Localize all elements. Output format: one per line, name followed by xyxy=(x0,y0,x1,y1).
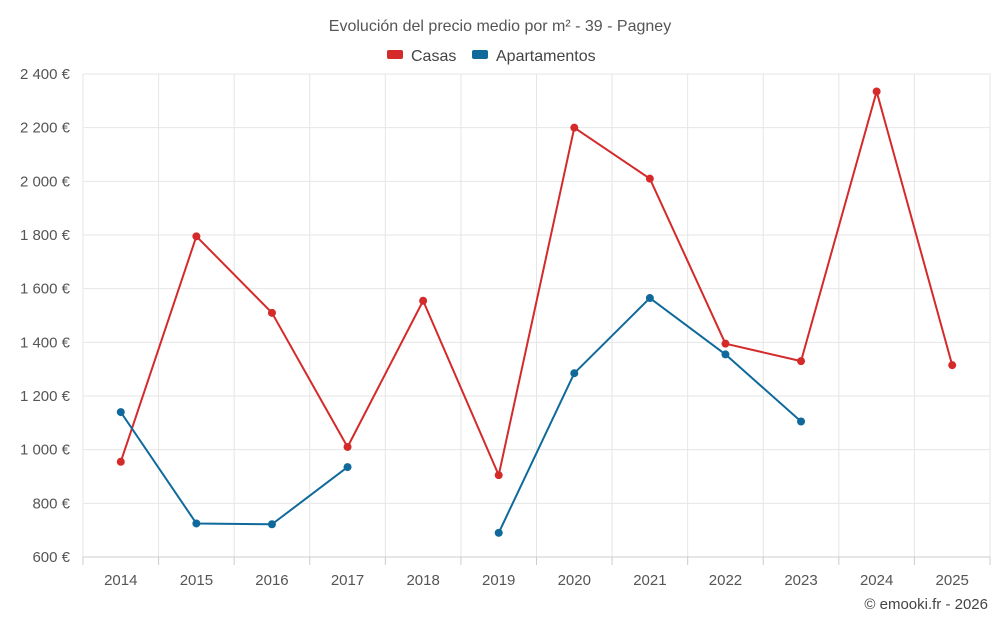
data-point-apartamentos[interactable] xyxy=(570,369,579,378)
y-tick-label: 1 000 € xyxy=(20,442,71,459)
series-apartamentos xyxy=(116,294,806,537)
chart-title: Evolución del precio medio por m² - 39 -… xyxy=(329,18,671,35)
legend-swatch-apartamentos xyxy=(472,50,488,59)
y-tick-label: 1 200 € xyxy=(20,388,71,405)
x-tick-label: 2025 xyxy=(936,572,969,589)
x-tick-label: 2022 xyxy=(709,572,742,589)
legend-label-casas: Casas xyxy=(411,48,456,65)
y-tick-label: 1 600 € xyxy=(20,281,71,298)
series-line-casas xyxy=(119,90,954,477)
series-casas xyxy=(116,87,957,480)
data-point-casas[interactable] xyxy=(192,232,201,241)
data-point-apartamentos[interactable] xyxy=(721,350,730,359)
data-point-casas[interactable] xyxy=(116,457,125,466)
x-tick-label: 2016 xyxy=(255,572,288,589)
data-point-casas[interactable] xyxy=(343,442,352,451)
legend-label-apartamentos: Apartamentos xyxy=(496,48,596,65)
x-tick-label: 2020 xyxy=(558,572,591,589)
data-point-apartamentos[interactable] xyxy=(116,408,125,417)
data-point-apartamentos[interactable] xyxy=(192,519,201,528)
data-point-apartamentos[interactable] xyxy=(343,463,352,472)
y-tick-label: 1 400 € xyxy=(20,334,71,351)
data-point-apartamentos[interactable] xyxy=(267,520,276,529)
y-tick-label: 800 € xyxy=(32,495,70,512)
data-point-casas[interactable] xyxy=(948,361,957,370)
series-line-apartamentos xyxy=(119,411,349,526)
data-point-casas[interactable] xyxy=(872,87,881,96)
data-point-casas[interactable] xyxy=(645,174,654,183)
data-point-apartamentos[interactable] xyxy=(797,417,806,426)
legend-swatch-casas xyxy=(387,50,403,59)
x-tick-label: 2018 xyxy=(406,572,439,589)
legend: Casas Apartamentos xyxy=(387,48,596,65)
data-point-casas[interactable] xyxy=(721,339,730,348)
data-point-casas[interactable] xyxy=(570,123,579,132)
y-axis: 600 € 800 € 1 000 € 1 200 € 1 400 € 1 600 € 1 … xyxy=(20,66,71,566)
data-point-apartamentos[interactable] xyxy=(645,294,654,303)
y-tick-label: 2 000 € xyxy=(20,173,71,190)
data-point-casas[interactable] xyxy=(419,296,428,305)
credit-text: © emooki.fr - 2026 xyxy=(864,596,988,613)
data-point-casas[interactable] xyxy=(494,471,503,480)
series-line-apartamentos xyxy=(497,297,802,534)
legend-item-casas[interactable]: Casas xyxy=(387,48,456,65)
y-tick-label: 2 200 € xyxy=(20,120,71,137)
x-tick-label: 2024 xyxy=(860,572,893,589)
y-tick-label: 1 800 € xyxy=(20,227,71,244)
x-tick-label: 2023 xyxy=(784,572,817,589)
series-layer xyxy=(116,87,957,537)
x-tick-label: 2017 xyxy=(331,572,364,589)
x-axis: 2014 2015 2016 2017 2018 2019 2020 2021 2022 2023… xyxy=(82,557,991,589)
x-tick-label: 2014 xyxy=(104,572,137,589)
grid xyxy=(82,73,991,558)
y-tick-label: 2 400 € xyxy=(20,66,71,83)
x-tick-label: 2021 xyxy=(633,572,666,589)
y-tick-label: 600 € xyxy=(32,549,70,566)
data-point-apartamentos[interactable] xyxy=(494,528,503,537)
legend-item-apartamentos[interactable]: Apartamentos xyxy=(472,48,596,65)
x-tick-label: 2019 xyxy=(482,572,515,589)
data-point-casas[interactable] xyxy=(797,357,806,366)
data-point-casas[interactable] xyxy=(267,308,276,317)
x-tick-label: 2015 xyxy=(180,572,213,589)
